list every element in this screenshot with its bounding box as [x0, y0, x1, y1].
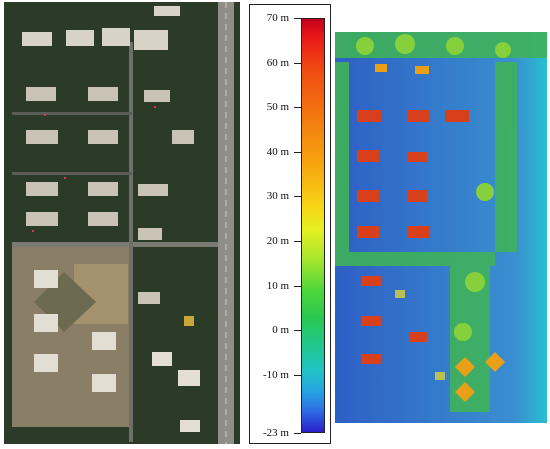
legend-tick-label: -23 m — [263, 427, 289, 439]
legend-tick-label: 60 m — [266, 56, 289, 69]
legend-tick-label: -10 m — [263, 368, 289, 381]
legend-tick-mark — [294, 107, 301, 109]
aerial-orthophoto — [4, 2, 240, 444]
legend-tick-mark — [294, 433, 301, 434]
legend-tick-mark — [294, 151, 301, 153]
legend-tick-label: 10 m — [266, 279, 289, 292]
legend-tick-label: 0 m — [272, 324, 289, 337]
elevation-legend: 70 m 60 m 50 m 40 m 30 m 20 m 10 m 0 m -10 m -23 … — [249, 4, 331, 444]
legend-tick-mark — [294, 18, 301, 19]
elevation-model-graphic — [335, 32, 547, 423]
elevation-model-image — [335, 32, 547, 423]
aerial-orthophoto-graphic — [4, 2, 240, 444]
legend-tick-mark — [294, 285, 301, 287]
legend-tick-label: 70 m — [266, 12, 289, 24]
legend-tick-mark — [294, 196, 301, 198]
legend-tick-mark — [294, 62, 301, 64]
legend-tick-mark — [294, 374, 301, 376]
legend-tick-label: 20 m — [266, 235, 289, 248]
legend-tick-label: 40 m — [266, 145, 289, 158]
color-scale-bar — [301, 18, 325, 433]
legend-tick-label: 30 m — [266, 190, 289, 203]
legend-tick-mark — [294, 241, 301, 243]
legend-tick-label: 50 m — [266, 101, 289, 114]
legend-tick-mark — [294, 330, 301, 332]
